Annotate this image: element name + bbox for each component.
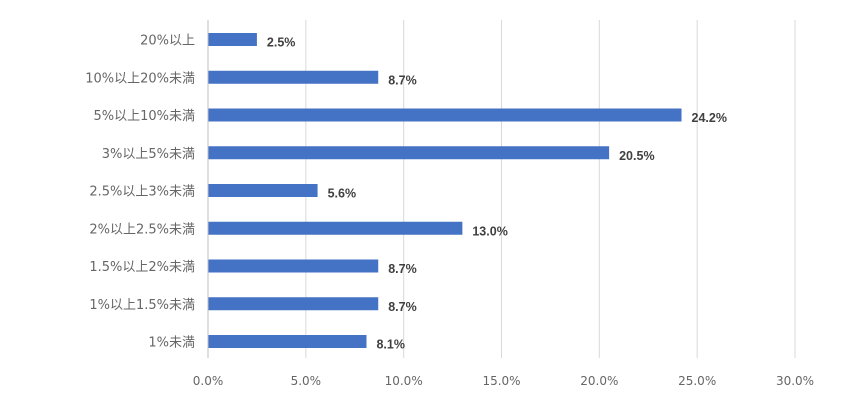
bar (208, 221, 463, 235)
category-label: 2%以上2.5%未満 (89, 222, 195, 237)
x-tick-label: 20.0% (580, 374, 618, 388)
data-label: 8.7% (388, 300, 417, 314)
bar (208, 335, 367, 348)
data-label: 8.1% (376, 338, 405, 352)
data-label: 13.0% (472, 224, 507, 238)
data-label: 5.6% (328, 187, 357, 201)
x-tick-label: 5.0% (291, 374, 322, 388)
category-label: 5%以上10%未満 (93, 109, 195, 124)
category-label: 10%以上20%未満 (85, 71, 195, 86)
bar (208, 70, 379, 84)
data-label: 20.5% (619, 149, 654, 163)
bar (208, 297, 379, 311)
category-label: 3%以上5%未満 (102, 147, 195, 162)
bar (208, 108, 682, 122)
category-label: 2.5%以上3%未満 (89, 185, 195, 200)
bar (208, 259, 379, 273)
x-tick-label: 0.0% (193, 374, 224, 388)
x-tick-label: 10.0% (385, 374, 423, 388)
bar (208, 146, 610, 160)
bars (208, 33, 682, 348)
data-label: 8.7% (388, 262, 417, 276)
data-label: 24.2% (692, 111, 727, 125)
x-axis-tick-labels: 0.0% 5.0% 10.0% 15.0% 20.0% 25.0% 30.0% (193, 374, 814, 388)
data-label: 8.7% (388, 73, 417, 87)
bar (208, 184, 318, 197)
x-tick-label: 15.0% (482, 374, 520, 388)
data-labels: 2.5% 8.7% 24.2% 20.5% 5.6% 13.0% 8.7% 8.7% 8.1% (267, 36, 727, 352)
bar (208, 33, 257, 46)
category-label: 1.5%以上2%未満 (89, 260, 195, 275)
category-labels: 20%以上 10%以上20%未満 5%以上10%未満 3%以上5%未満 2.5%以上3%… (85, 34, 195, 351)
category-label: 20%以上 (140, 34, 195, 49)
category-label: 1%未満 (148, 336, 195, 351)
category-label: 1%以上1.5%未満 (89, 298, 195, 313)
data-label: 2.5% (267, 36, 296, 50)
x-tick-label: 25.0% (678, 374, 716, 388)
x-tick-label: 30.0% (776, 374, 814, 388)
